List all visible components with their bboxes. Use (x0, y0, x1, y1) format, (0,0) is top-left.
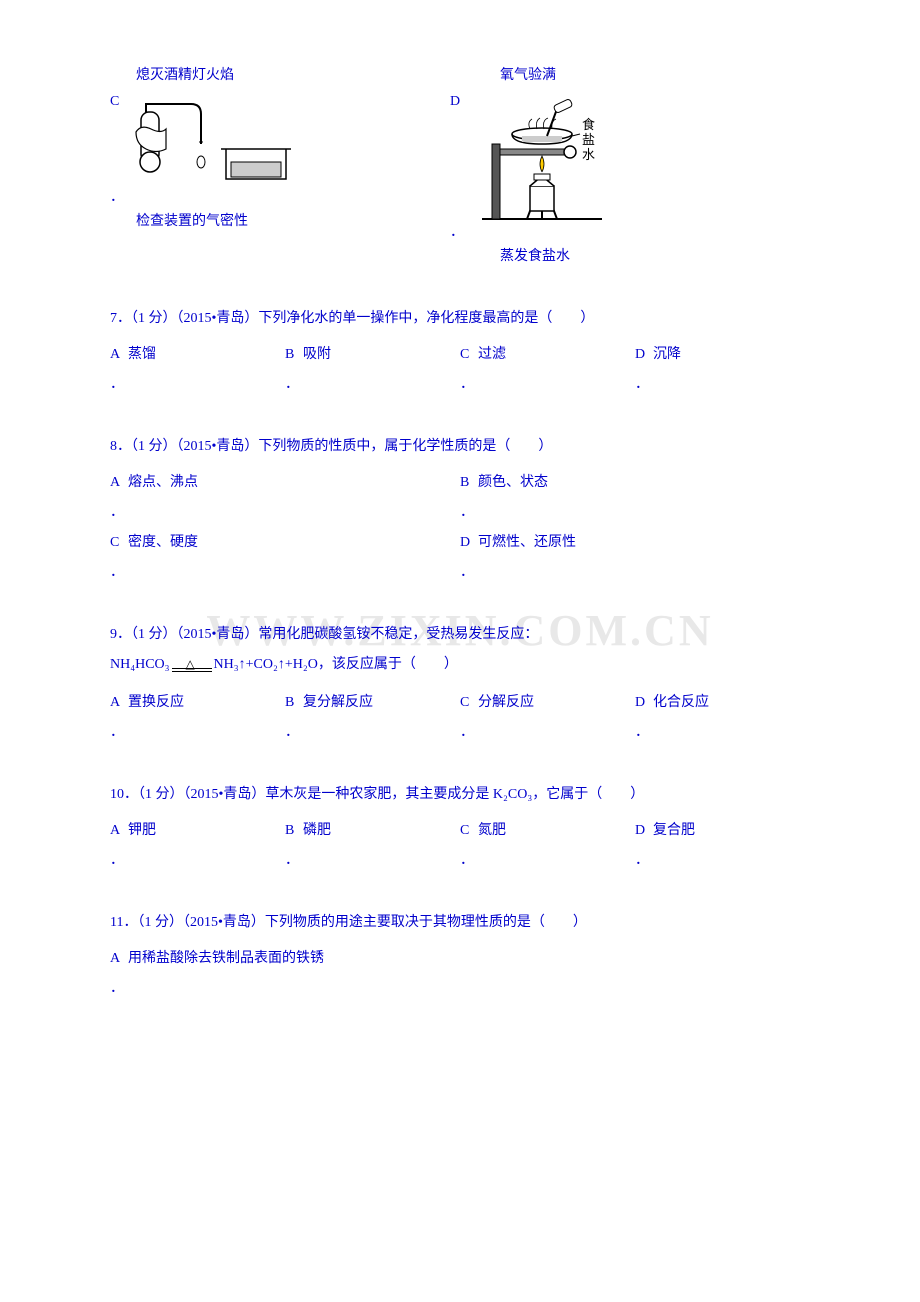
dot: ． (460, 501, 810, 521)
q9-optB-text: 复分解反应 (303, 695, 373, 710)
q10-optC-text: 氮肥 (478, 823, 506, 838)
dot: ． (110, 721, 285, 741)
dot: ． (285, 373, 460, 393)
dot: ． (460, 561, 810, 581)
dot: ． (460, 721, 635, 741)
q10-optB-text: 磷肥 (303, 823, 331, 838)
q6-top-row: 熄灭酒精灯火焰 氧气验满 (110, 60, 810, 84)
q8-optA-letter: A (110, 469, 128, 497)
q9-formula: NH₄HCO₃ NH₃↑+CO₂↑+H₂O，该反应属于（ ） (110, 649, 810, 681)
q9-optD-letter: D (635, 689, 653, 717)
q7-optA-letter: A (110, 341, 128, 369)
q6-optC-image (131, 94, 291, 194)
dot: ． (110, 373, 285, 393)
q10-optA-letter: A (110, 817, 128, 845)
q7-optC-text: 过滤 (478, 347, 506, 362)
q7-optB-letter: B (285, 341, 303, 369)
dot: ． (285, 721, 460, 741)
dot: ． (460, 373, 635, 393)
q8-optC-letter: C (110, 529, 128, 557)
q9-optA-letter: A (110, 689, 128, 717)
dot: ． (635, 373, 810, 393)
q6-optD-image: 食 盐 水 (472, 94, 622, 229)
question-10: 10．（1 分）（2015•青岛）草木灰是一种农家肥，其主要成分是 K₂CO₃，… (110, 781, 810, 869)
q8-optD-text: 可燃性、还原性 (478, 535, 576, 550)
q6-optC-caption: 检查装置的气密性 (136, 210, 450, 230)
dot: ． (635, 721, 810, 741)
label-shui: 水 (582, 147, 595, 162)
q9-optC-letter: C (460, 689, 478, 717)
q7-text: 7．（1 分）（2015•青岛）下列净化水的单一操作中，净化程度最高的是（ ） (110, 305, 810, 333)
reaction-arrow (172, 656, 212, 674)
dot: ． (460, 849, 635, 869)
question-9: 9．（1 分）（2015•青岛）常用化肥碳酸氢铵不稳定，受热易发生反应： NH₄… (110, 621, 810, 741)
q8-optA-text: 熔点、沸点 (128, 475, 198, 490)
formula-post: NH₃↑+CO₂↑+H₂O，该反应属于（ ） (214, 657, 458, 672)
q10-optB-letter: B (285, 817, 303, 845)
dot: ． (635, 849, 810, 869)
q10-optA-text: 钾肥 (128, 823, 156, 838)
dot: ． (110, 561, 460, 581)
dot: ． (110, 849, 285, 869)
q7-optC-letter: C (460, 341, 478, 369)
q7-optB-text: 吸附 (303, 347, 331, 362)
q9-optD-text: 化合反应 (653, 695, 709, 710)
q6-optD-caption: 蒸发食盐水 (500, 245, 790, 265)
question-8: 8．（1 分）（2015•青岛）下列物质的性质中，属于化学性质的是（ ） A熔点… (110, 433, 810, 581)
q11-optA-text: 用稀盐酸除去铁制品表面的铁锈 (128, 951, 324, 966)
q6-optC-letter: C (110, 94, 119, 110)
formula-pre: NH₄HCO₃ (110, 657, 170, 672)
q7-optA-text: 蒸馏 (128, 347, 156, 362)
q8-optC-text: 密度、硬度 (128, 535, 198, 550)
q9-text: 9．（1 分）（2015•青岛）常用化肥碳酸氢铵不稳定，受热易发生反应： (110, 621, 810, 649)
q8-optD-letter: D (460, 529, 478, 557)
dot: ． (110, 977, 810, 997)
q7-optD-text: 沉降 (653, 347, 681, 362)
question-7: 7．（1 分）（2015•青岛）下列净化水的单一操作中，净化程度最高的是（ ） … (110, 305, 810, 393)
q11-text: 11．（1 分）（2015•青岛）下列物质的用途主要取决于其物理性质的是（ ） (110, 909, 810, 937)
q6-optD-letter: D (450, 94, 460, 110)
q8-optB-text: 颜色、状态 (478, 475, 548, 490)
label-shi: 食 (582, 117, 595, 132)
q9-optA-text: 置换反应 (128, 695, 184, 710)
q6-image-row: C ． 检查装置的气密性 D (110, 94, 810, 265)
q9-optC-text: 分解反应 (478, 695, 534, 710)
q10-optD-letter: D (635, 817, 653, 845)
q7-optD-letter: D (635, 341, 653, 369)
q6-optA-caption: 熄灭酒精灯火焰 (136, 64, 450, 84)
q8-optB-letter: B (460, 469, 478, 497)
q10-text: 10．（1 分）（2015•青岛）草木灰是一种农家肥，其主要成分是 K₂CO₃，… (110, 781, 810, 809)
q9-optB-letter: B (285, 689, 303, 717)
label-yan: 盐 (582, 132, 595, 147)
q11-optA-letter: A (110, 945, 128, 973)
q10-optC-letter: C (460, 817, 478, 845)
document-content: 熄灭酒精灯火焰 氧气验满 C (110, 60, 810, 997)
dot: ． (110, 501, 460, 521)
dot: ． (285, 849, 460, 869)
question-11: 11．（1 分）（2015•青岛）下列物质的用途主要取决于其物理性质的是（ ） … (110, 909, 810, 997)
q10-optD-text: 复合肥 (653, 823, 695, 838)
q8-text: 8．（1 分）（2015•青岛）下列物质的性质中，属于化学性质的是（ ） (110, 433, 810, 461)
q6-optB-caption: 氧气验满 (500, 64, 790, 84)
